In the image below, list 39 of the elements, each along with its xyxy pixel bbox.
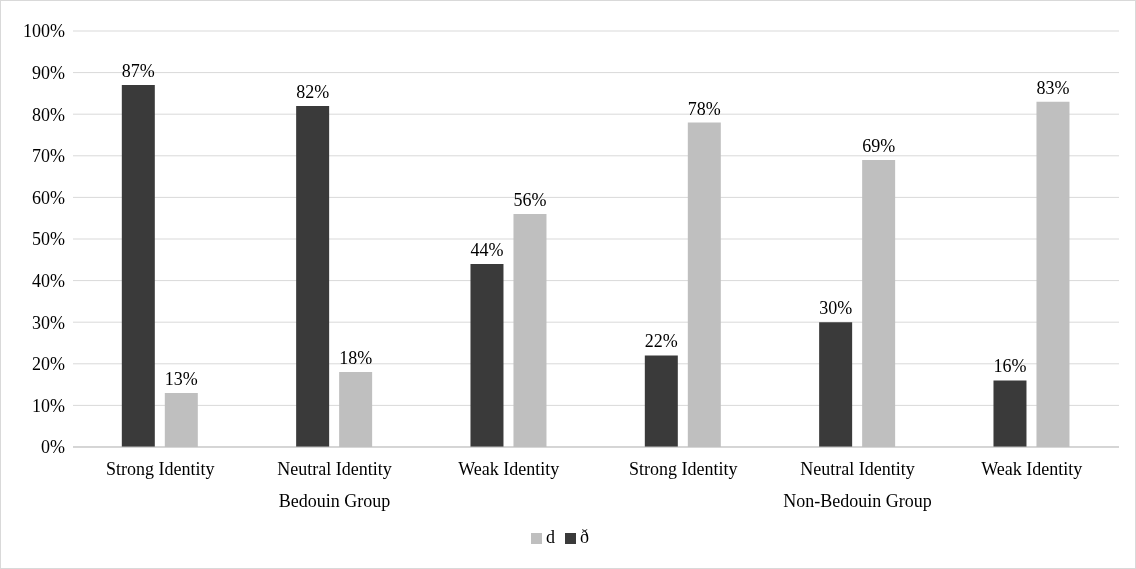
bar [470, 263, 504, 447]
data-label: 82% [296, 81, 330, 102]
bar [121, 85, 155, 447]
data-label: 44% [470, 239, 504, 260]
text: Bedouin Group [278, 491, 391, 511]
x-tick-label: Weak Identity [981, 459, 1083, 479]
x-tick-label: Neutral Identity [800, 459, 915, 479]
data-label: 69% [862, 135, 896, 156]
data-label: 22% [644, 331, 678, 352]
bar [296, 105, 330, 447]
y-tick-label: 90% [32, 62, 65, 83]
data-label: 13% [164, 368, 198, 389]
legend-label: d [546, 527, 555, 547]
text: Non-Bedouin Group [783, 491, 932, 511]
data-label: 30% [819, 298, 853, 319]
data-label: 56% [513, 190, 547, 211]
data-label: 16% [993, 356, 1027, 377]
y-tick-label: 40% [32, 270, 65, 291]
x-tick-label: Strong Identity [628, 459, 738, 479]
bar [644, 355, 678, 447]
y-tick-label: 0% [41, 437, 65, 458]
x-tick-label: Weak Identity [458, 459, 560, 479]
legend-label: ð [580, 527, 589, 547]
y-tick-label: 70% [32, 146, 65, 167]
y-tick-label: 20% [32, 354, 65, 375]
y-tick-label: 30% [32, 312, 65, 333]
y-tick-label: 60% [32, 187, 65, 208]
y-tick-label: 10% [32, 395, 65, 416]
data-label: 78% [687, 98, 721, 119]
data-label: 83% [1036, 77, 1070, 98]
data-label: 87% [121, 61, 155, 82]
bar [993, 380, 1027, 447]
x-tick-label: Neutral Identity [277, 459, 392, 479]
y-tick-label: 100% [23, 21, 65, 42]
y-tick-label: 80% [32, 104, 65, 125]
x-tick-label: Strong Identity [105, 459, 215, 479]
y-tick-label: 50% [32, 229, 65, 250]
bar [819, 322, 853, 447]
data-label: 18% [339, 348, 373, 369]
